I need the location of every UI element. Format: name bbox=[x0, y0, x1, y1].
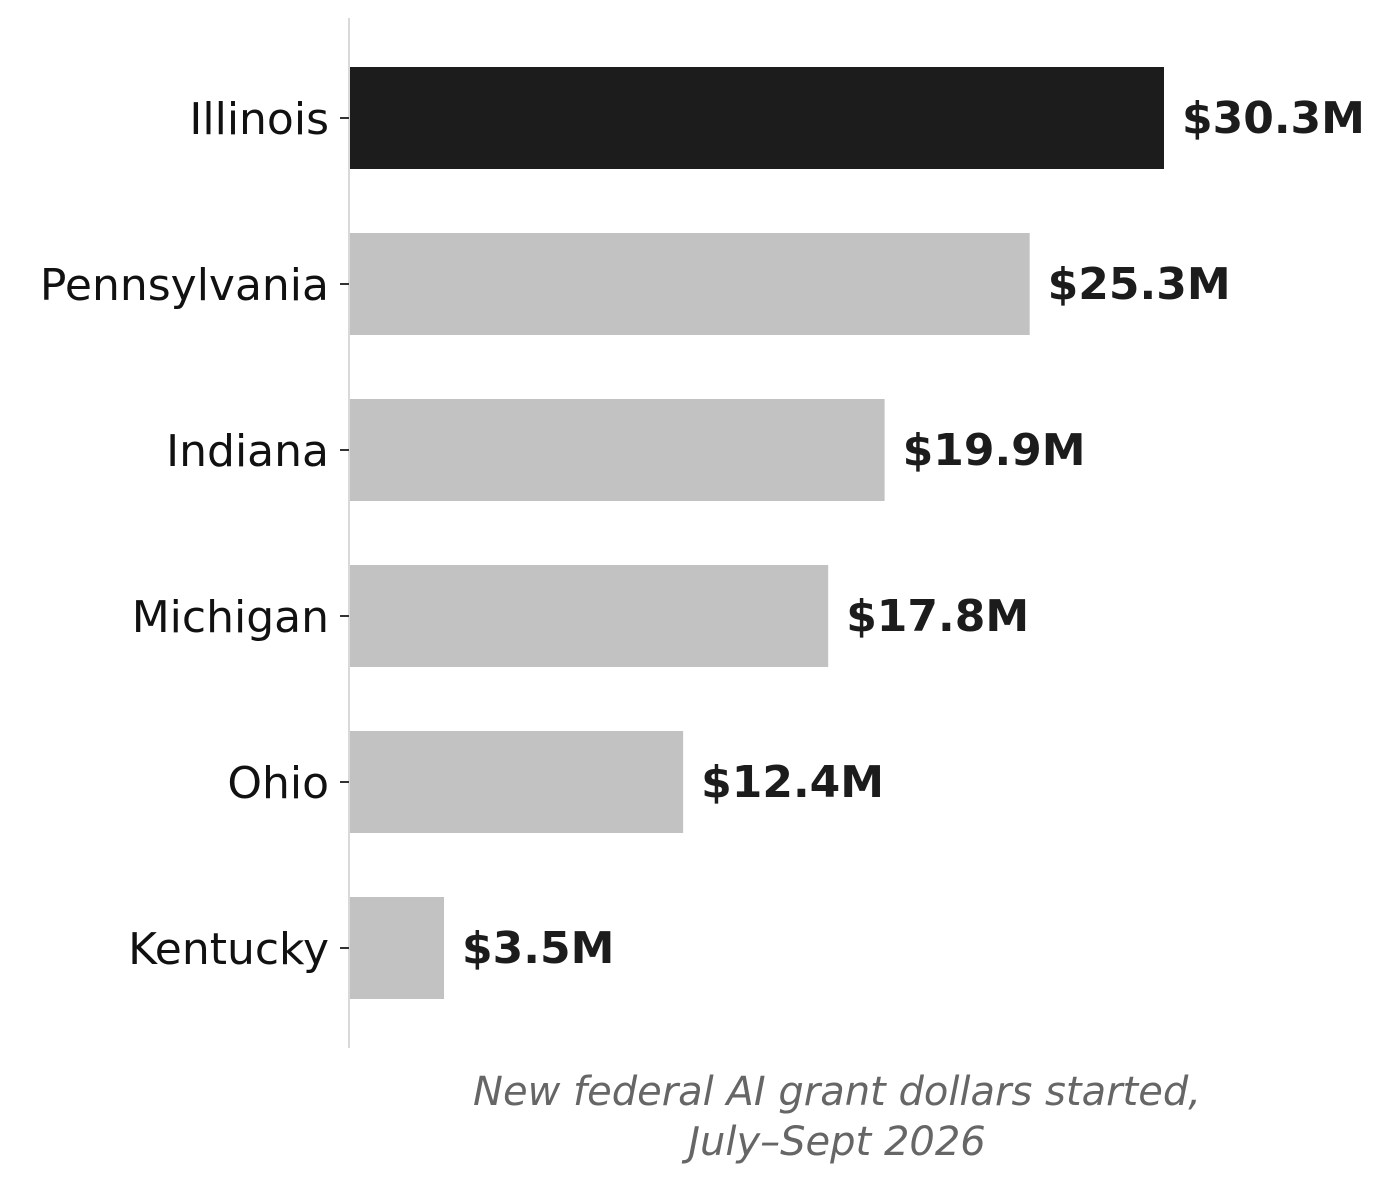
bar-indiana bbox=[350, 399, 885, 501]
y-tick-label-ohio: Ohio bbox=[227, 758, 329, 809]
y-tick-label-pennsylvania: Pennsylvania bbox=[40, 260, 329, 311]
value-label-michigan: $17.8M bbox=[846, 591, 1029, 642]
bar-illinois bbox=[350, 67, 1164, 169]
bar-pennsylvania bbox=[350, 233, 1030, 335]
value-label-illinois: $30.3M bbox=[1182, 93, 1365, 144]
bar-ohio bbox=[350, 731, 684, 833]
bar-michigan bbox=[350, 565, 829, 667]
y-tick-label-illinois: Illinois bbox=[189, 94, 329, 145]
value-label-ohio: $12.4M bbox=[701, 757, 884, 808]
y-tick-label-kentucky: Kentucky bbox=[128, 924, 329, 975]
x-axis-label-line-1: New federal AI grant dollars started, bbox=[473, 1069, 1201, 1115]
y-tick-label-indiana: Indiana bbox=[166, 426, 329, 477]
value-label-indiana: $19.9M bbox=[903, 425, 1086, 476]
bar-kentucky bbox=[350, 897, 445, 999]
y-tick-label-michigan: Michigan bbox=[132, 592, 329, 643]
x-axis-label-line-2: July–Sept 2026 bbox=[681, 1119, 986, 1165]
value-label-kentucky: $3.5M bbox=[462, 923, 614, 974]
value-label-pennsylvania: $25.3M bbox=[1048, 259, 1231, 310]
chart-marks: Illinois $30.3M Pennsylvania $25.3M Indiana $… bbox=[40, 67, 1365, 999]
